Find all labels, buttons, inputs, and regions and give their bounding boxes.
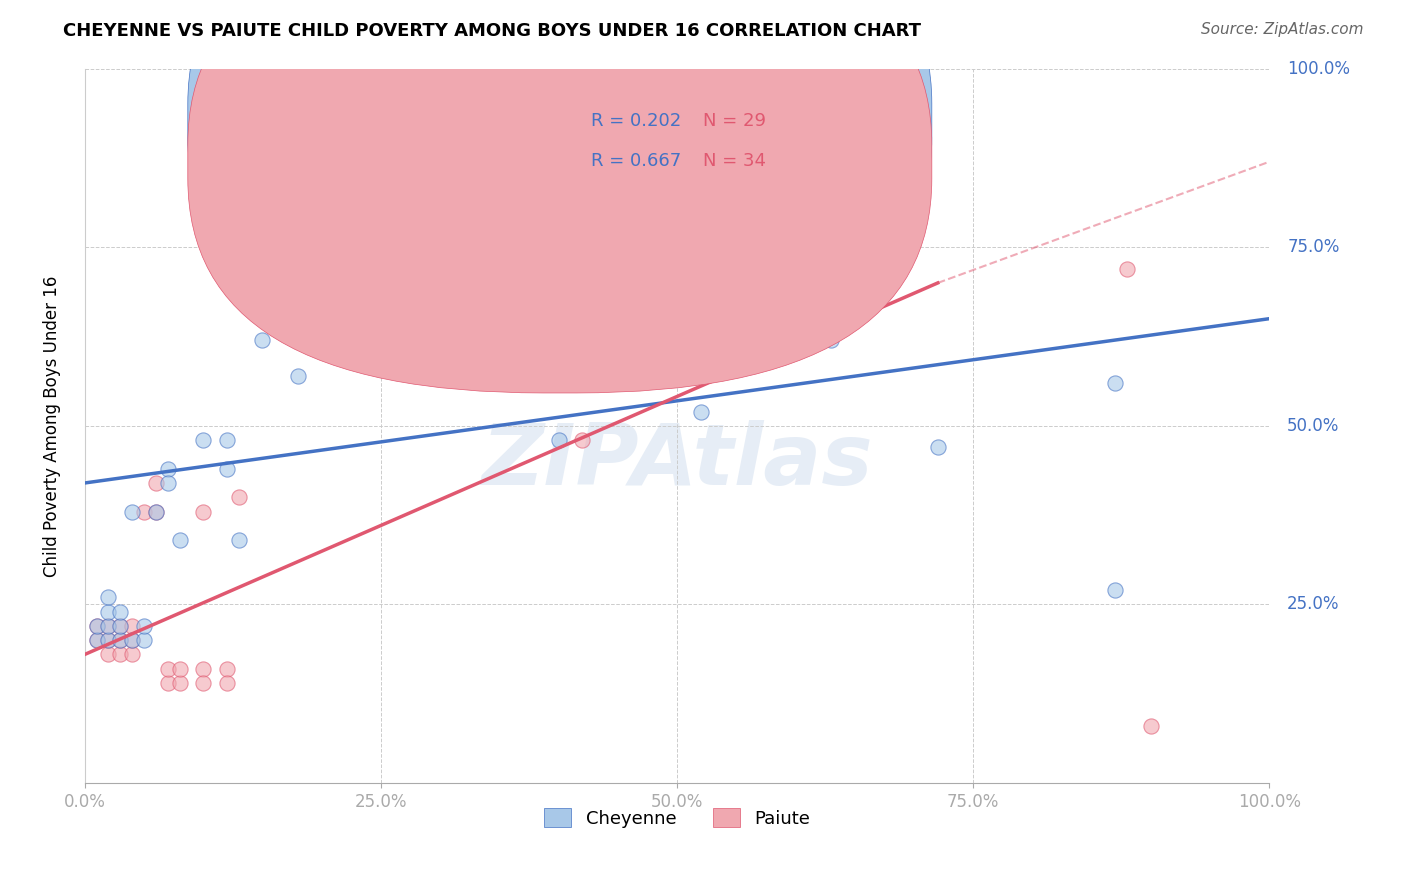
Point — [86, 633, 108, 648]
Point — [121, 648, 143, 662]
Point — [1140, 719, 1163, 733]
FancyBboxPatch shape — [523, 90, 849, 194]
Point — [97, 619, 120, 633]
Point — [335, 304, 357, 318]
Point — [215, 676, 238, 690]
Point — [110, 605, 132, 619]
Point — [193, 504, 215, 518]
Point — [156, 475, 179, 490]
Point — [547, 433, 569, 447]
Point — [97, 648, 120, 662]
Text: 25.0%: 25.0% — [1288, 596, 1340, 614]
Text: R = 0.202: R = 0.202 — [591, 112, 681, 129]
Point — [145, 475, 167, 490]
Point — [97, 633, 120, 648]
Point — [110, 648, 132, 662]
Legend: Cheyenne, Paiute: Cheyenne, Paiute — [537, 801, 817, 835]
Point — [689, 404, 711, 418]
Point — [1104, 583, 1126, 598]
Point — [287, 368, 309, 383]
Y-axis label: Child Poverty Among Boys Under 16: Child Poverty Among Boys Under 16 — [44, 275, 60, 576]
Point — [169, 662, 191, 676]
Point — [86, 619, 108, 633]
Text: N = 34: N = 34 — [703, 153, 766, 170]
Point — [169, 676, 191, 690]
Point — [215, 662, 238, 676]
Point — [215, 433, 238, 447]
Point — [228, 533, 250, 548]
Point — [725, 276, 748, 290]
Text: 75.0%: 75.0% — [1288, 238, 1340, 256]
Text: 50.0%: 50.0% — [1288, 417, 1340, 434]
Point — [86, 619, 108, 633]
Point — [193, 662, 215, 676]
FancyBboxPatch shape — [188, 0, 932, 352]
Point — [132, 633, 155, 648]
Point — [252, 333, 274, 347]
Point — [132, 619, 155, 633]
Point — [630, 290, 652, 304]
Point — [97, 633, 120, 648]
FancyBboxPatch shape — [188, 0, 932, 393]
Point — [145, 504, 167, 518]
Point — [820, 333, 842, 347]
Point — [97, 591, 120, 605]
Point — [156, 662, 179, 676]
Point — [156, 461, 179, 475]
Point — [808, 233, 831, 247]
Point — [121, 619, 143, 633]
Point — [193, 676, 215, 690]
Point — [927, 440, 949, 454]
Point — [97, 605, 120, 619]
Point — [145, 504, 167, 518]
Point — [228, 490, 250, 504]
Point — [86, 633, 108, 648]
Point — [110, 619, 132, 633]
Point — [1104, 376, 1126, 390]
Text: ZIPAtlas: ZIPAtlas — [481, 420, 873, 503]
Text: N = 29: N = 29 — [703, 112, 766, 129]
Text: 100.0%: 100.0% — [1288, 60, 1350, 78]
Point — [97, 619, 120, 633]
Point — [121, 504, 143, 518]
Point — [1116, 261, 1139, 276]
Point — [110, 619, 132, 633]
Point — [132, 504, 155, 518]
Text: R = 0.667: R = 0.667 — [591, 153, 681, 170]
Point — [121, 633, 143, 648]
Point — [121, 633, 143, 648]
Point — [110, 633, 132, 648]
Text: CHEYENNE VS PAIUTE CHILD POVERTY AMONG BOYS UNDER 16 CORRELATION CHART: CHEYENNE VS PAIUTE CHILD POVERTY AMONG B… — [63, 22, 921, 40]
Point — [193, 433, 215, 447]
Point — [571, 433, 593, 447]
Point — [689, 333, 711, 347]
Point — [215, 461, 238, 475]
Text: Source: ZipAtlas.com: Source: ZipAtlas.com — [1201, 22, 1364, 37]
Point — [110, 633, 132, 648]
Point — [169, 533, 191, 548]
Point — [156, 676, 179, 690]
Point — [429, 161, 451, 176]
Point — [689, 304, 711, 318]
